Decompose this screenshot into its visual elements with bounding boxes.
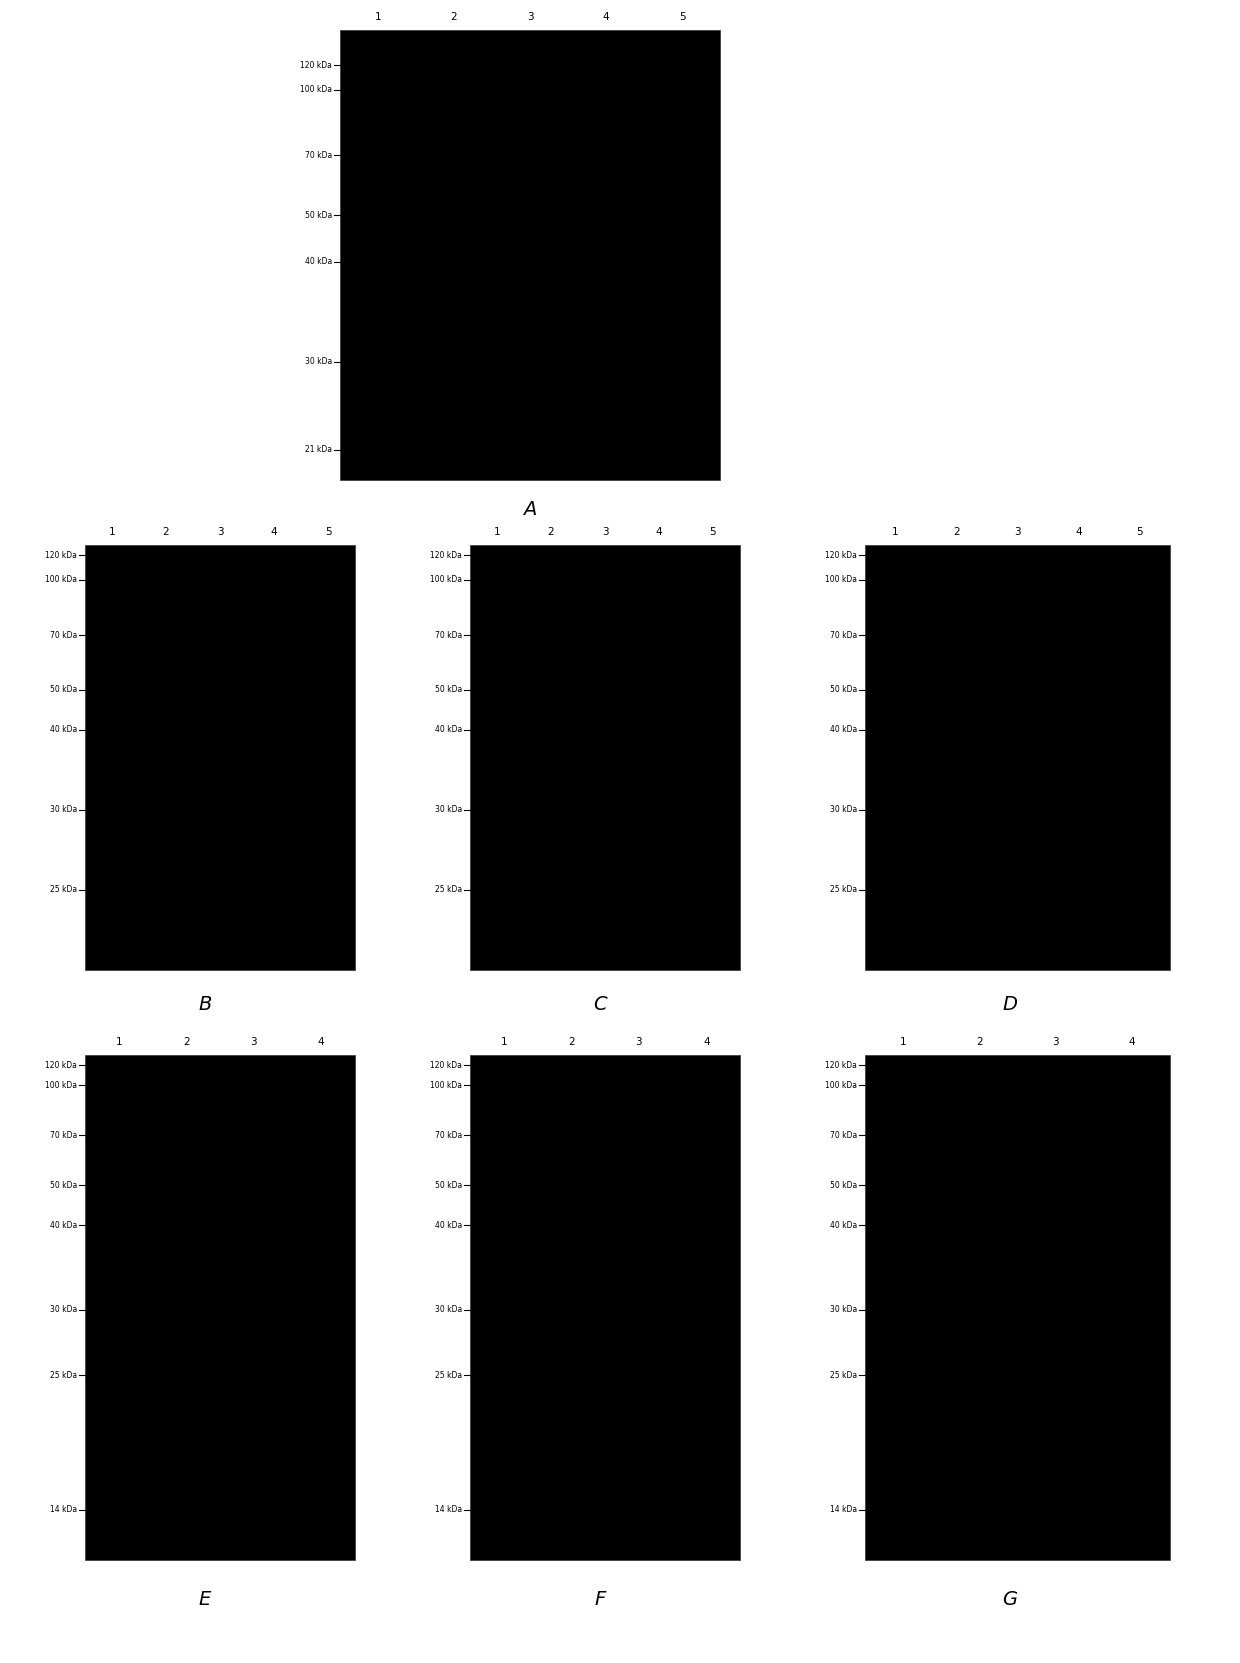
Text: 25 kDa: 25 kDa <box>50 885 77 895</box>
Text: 3: 3 <box>601 527 609 537</box>
Text: 100 kDa: 100 kDa <box>430 575 463 584</box>
Text: 2: 2 <box>954 527 960 537</box>
Text: 4: 4 <box>270 527 278 537</box>
Text: 50 kDa: 50 kDa <box>830 685 857 695</box>
Text: D: D <box>1002 994 1018 1014</box>
Text: 4: 4 <box>1075 527 1081 537</box>
Text: 25 kDa: 25 kDa <box>435 885 463 895</box>
Text: 3: 3 <box>1014 527 1021 537</box>
Text: 50 kDa: 50 kDa <box>305 211 332 220</box>
Text: 3: 3 <box>217 527 223 537</box>
Text: 5: 5 <box>325 527 331 537</box>
Text: 2: 2 <box>976 1038 982 1048</box>
Text: 30 kDa: 30 kDa <box>435 1305 463 1314</box>
Bar <box>86 1054 355 1560</box>
Text: 4: 4 <box>1128 1038 1135 1048</box>
Text: 30 kDa: 30 kDa <box>305 358 332 366</box>
Text: F: F <box>594 1590 605 1610</box>
Text: 40 kDa: 40 kDa <box>50 725 77 735</box>
Text: 4: 4 <box>317 1038 325 1048</box>
Text: 120 kDa: 120 kDa <box>825 1061 857 1069</box>
Text: 14 kDa: 14 kDa <box>435 1505 463 1515</box>
Text: 14 kDa: 14 kDa <box>830 1505 857 1515</box>
Text: 50 kDa: 50 kDa <box>50 685 77 695</box>
Text: 1: 1 <box>494 527 500 537</box>
Bar <box>470 1054 740 1560</box>
Text: 120 kDa: 120 kDa <box>300 60 332 70</box>
Text: 100 kDa: 100 kDa <box>430 1081 463 1089</box>
Text: 4: 4 <box>603 12 609 22</box>
Text: 100 kDa: 100 kDa <box>45 575 77 584</box>
Text: G: G <box>1002 1590 1018 1610</box>
Text: 40 kDa: 40 kDa <box>830 725 857 735</box>
Text: 30 kDa: 30 kDa <box>830 1305 857 1314</box>
Text: 5: 5 <box>678 12 686 22</box>
Text: 5: 5 <box>1136 527 1143 537</box>
Bar <box>340 30 720 481</box>
Text: 3: 3 <box>635 1038 642 1048</box>
Text: 1: 1 <box>900 1038 906 1048</box>
Text: 120 kDa: 120 kDa <box>45 1061 77 1069</box>
Text: 70 kDa: 70 kDa <box>435 630 463 640</box>
Text: 2: 2 <box>548 527 554 537</box>
Text: 2: 2 <box>162 527 170 537</box>
Text: 40 kDa: 40 kDa <box>830 1221 857 1229</box>
Text: 2: 2 <box>568 1038 574 1048</box>
Text: 3: 3 <box>1053 1038 1059 1048</box>
Text: 120 kDa: 120 kDa <box>825 550 857 559</box>
Text: 70 kDa: 70 kDa <box>435 1131 463 1139</box>
Text: 25 kDa: 25 kDa <box>830 1370 857 1380</box>
Text: 40 kDa: 40 kDa <box>50 1221 77 1229</box>
Bar <box>866 1054 1171 1560</box>
Text: 100 kDa: 100 kDa <box>300 85 332 95</box>
Text: 50 kDa: 50 kDa <box>50 1181 77 1189</box>
Text: 14 kDa: 14 kDa <box>50 1505 77 1515</box>
Text: 4: 4 <box>703 1038 709 1048</box>
Text: 1: 1 <box>501 1038 507 1048</box>
Text: B: B <box>198 994 212 1014</box>
Text: 3: 3 <box>250 1038 257 1048</box>
Text: 25 kDa: 25 kDa <box>830 885 857 895</box>
Text: C: C <box>593 994 606 1014</box>
Text: A: A <box>523 501 537 519</box>
Text: 100 kDa: 100 kDa <box>45 1081 77 1089</box>
Text: 40 kDa: 40 kDa <box>435 725 463 735</box>
Text: E: E <box>198 1590 211 1610</box>
Bar <box>470 545 740 970</box>
Text: 30 kDa: 30 kDa <box>50 1305 77 1314</box>
Text: 3: 3 <box>527 12 533 22</box>
Text: 1: 1 <box>374 12 382 22</box>
Text: 120 kDa: 120 kDa <box>430 1061 463 1069</box>
Text: 2: 2 <box>184 1038 190 1048</box>
Text: 30 kDa: 30 kDa <box>435 805 463 815</box>
Bar <box>86 545 355 970</box>
Text: 120 kDa: 120 kDa <box>430 550 463 559</box>
Text: 5: 5 <box>709 527 717 537</box>
Text: 1: 1 <box>115 1038 122 1048</box>
Text: 1: 1 <box>109 527 115 537</box>
Text: 100 kDa: 100 kDa <box>825 575 857 584</box>
Text: 70 kDa: 70 kDa <box>50 630 77 640</box>
Text: 50 kDa: 50 kDa <box>830 1181 857 1189</box>
Text: 50 kDa: 50 kDa <box>435 1181 463 1189</box>
Text: 4: 4 <box>656 527 662 537</box>
Text: 25 kDa: 25 kDa <box>435 1370 463 1380</box>
Text: 70 kDa: 70 kDa <box>830 630 857 640</box>
Text: 50 kDa: 50 kDa <box>435 685 463 695</box>
Text: 25 kDa: 25 kDa <box>50 1370 77 1380</box>
Text: 70 kDa: 70 kDa <box>830 1131 857 1139</box>
Text: 30 kDa: 30 kDa <box>830 805 857 815</box>
Text: 1: 1 <box>893 527 899 537</box>
Text: 40 kDa: 40 kDa <box>305 258 332 266</box>
Text: 2: 2 <box>450 12 458 22</box>
Text: 21 kDa: 21 kDa <box>305 446 332 454</box>
Text: 40 kDa: 40 kDa <box>435 1221 463 1229</box>
Bar <box>866 545 1171 970</box>
Text: 70 kDa: 70 kDa <box>305 150 332 160</box>
Text: 100 kDa: 100 kDa <box>825 1081 857 1089</box>
Text: 30 kDa: 30 kDa <box>50 805 77 815</box>
Text: 70 kDa: 70 kDa <box>50 1131 77 1139</box>
Text: 120 kDa: 120 kDa <box>45 550 77 559</box>
